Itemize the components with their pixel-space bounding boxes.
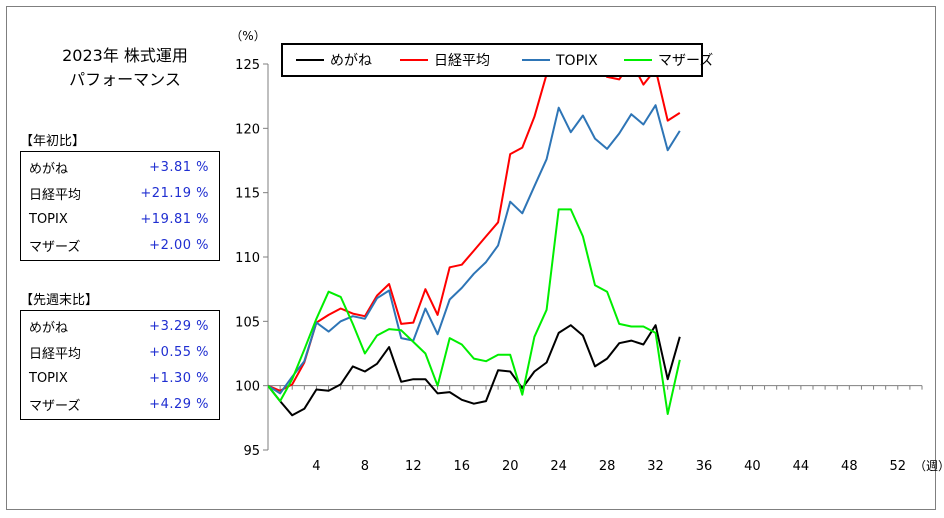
wow-value: +1.30 %	[149, 370, 209, 386]
x-axis-label: （週）	[914, 459, 944, 473]
x-tick-label: 28	[599, 459, 616, 474]
x-tick-label: 44	[793, 459, 810, 474]
wow-heading: 【先週末比】	[20, 293, 99, 308]
y-tick-label: 125	[235, 58, 260, 73]
page-title: 2023年 株式運用 パフォーマンス	[30, 44, 220, 92]
series-line-0	[268, 324, 681, 417]
wow-name: TOPIX	[29, 370, 68, 386]
wow-value: +3.29 %	[149, 318, 209, 334]
legend-label: めがね	[330, 53, 372, 69]
legend-label: マザーズ	[658, 53, 713, 69]
x-tick-label: 4	[312, 459, 320, 474]
ytd-row-nikkei: 日経平均 +21.19 %	[21, 180, 219, 206]
series-line-1	[268, 64, 681, 392]
ytd-value: +21.19 %	[140, 185, 209, 201]
ytd-row-mothers: マザーズ +2.00 %	[21, 232, 219, 258]
ytd-name: 日経平均	[29, 187, 82, 203]
ytd-value: +3.81 %	[149, 159, 209, 175]
wow-value: +0.55 %	[149, 344, 209, 360]
x-tick-label: 20	[502, 459, 519, 474]
y-tick-label: 95	[243, 444, 260, 459]
ytd-row-megane: めがね +3.81 %	[21, 154, 219, 180]
y-tick-label: 100	[235, 380, 260, 395]
wow-name: マザーズ	[29, 398, 81, 414]
ytd-name: マザーズ	[29, 239, 81, 255]
ytd-heading: 【年初比】	[20, 134, 86, 149]
ytd-name: TOPIX	[29, 211, 68, 227]
ytd-value: +19.81 %	[140, 211, 209, 227]
chart-frame	[6, 6, 936, 510]
y-tick-label: 105	[235, 315, 260, 330]
wow-name: めがね	[29, 320, 69, 336]
x-tick-label: 40	[744, 459, 761, 474]
y-tick-label: 120	[235, 122, 260, 137]
x-tick-label: 48	[841, 459, 858, 474]
x-tick-label: 12	[405, 459, 422, 474]
ytd-performance-table: めがね +3.81 % 日経平均 +21.19 % TOPIX +19.81 %…	[20, 151, 220, 261]
x-tick-label: 24	[550, 459, 567, 474]
wow-row-megane: めがね +3.29 %	[21, 313, 219, 339]
chart-series	[268, 64, 681, 417]
series-line-2	[268, 104, 681, 395]
ytd-row-topix: TOPIX +19.81 %	[21, 206, 219, 232]
wow-row-nikkei: 日経平均 +0.55 %	[21, 339, 219, 365]
x-tick-label: 32	[647, 459, 664, 474]
x-tick-label: 8	[361, 459, 369, 474]
y-tick-label: 110	[235, 251, 260, 266]
series-line-3	[268, 208, 681, 415]
title-line-1: 2023年 株式運用	[62, 46, 188, 65]
wow-row-topix: TOPIX +1.30 %	[21, 365, 219, 391]
legend-label: 日経平均	[434, 53, 490, 69]
ytd-value: +2.00 %	[149, 237, 209, 253]
title-line-2: パフォーマンス	[69, 70, 181, 89]
y-tick-label: 115	[235, 187, 260, 202]
chart-legend: めがね 日経平均 TOPIX マザーズ	[281, 43, 713, 77]
wow-performance-table: めがね +3.29 % 日経平均 +0.55 % TOPIX +1.30 % マ…	[20, 310, 220, 420]
x-tick-label: 16	[454, 459, 471, 474]
x-tick-label: 36	[696, 459, 713, 474]
x-tick-label: 52	[890, 459, 907, 474]
y-axis-label: （%）	[230, 29, 265, 43]
wow-row-mothers: マザーズ +4.29 %	[21, 391, 219, 417]
ytd-name: めがね	[29, 161, 69, 177]
wow-value: +4.29 %	[149, 396, 209, 412]
legend-label: TOPIX	[555, 53, 598, 69]
wow-name: 日経平均	[29, 346, 82, 362]
